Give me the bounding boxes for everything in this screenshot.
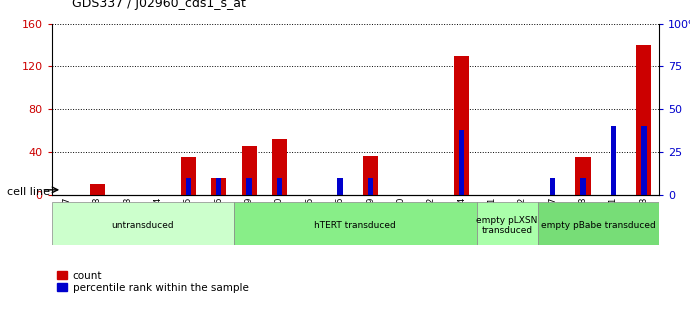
Bar: [181, 157, 196, 195]
Bar: [575, 157, 591, 195]
Bar: [337, 178, 343, 195]
Text: empty pLXSN
transduced: empty pLXSN transduced: [477, 216, 538, 235]
Bar: [641, 126, 647, 195]
Bar: [246, 178, 252, 195]
Bar: [90, 184, 105, 195]
Text: GDS337 / J02960_cds1_s_at: GDS337 / J02960_cds1_s_at: [72, 0, 246, 10]
Bar: [52, 202, 234, 245]
Text: empty pBabe transduced: empty pBabe transduced: [541, 221, 656, 230]
Text: cell line: cell line: [7, 186, 50, 197]
Bar: [459, 130, 464, 195]
Bar: [241, 145, 257, 195]
Bar: [211, 178, 226, 195]
Bar: [477, 202, 538, 245]
Bar: [234, 202, 477, 245]
Bar: [363, 156, 378, 195]
Bar: [216, 178, 221, 195]
Bar: [636, 45, 651, 195]
Legend: count, percentile rank within the sample: count, percentile rank within the sample: [57, 271, 248, 293]
Bar: [272, 139, 287, 195]
Bar: [186, 178, 191, 195]
Bar: [368, 178, 373, 195]
Text: hTERT transduced: hTERT transduced: [315, 221, 396, 230]
Bar: [611, 126, 616, 195]
Bar: [538, 202, 659, 245]
Bar: [580, 178, 586, 195]
Text: untransduced: untransduced: [112, 221, 174, 230]
Bar: [454, 56, 469, 195]
Bar: [277, 178, 282, 195]
Bar: [550, 178, 555, 195]
